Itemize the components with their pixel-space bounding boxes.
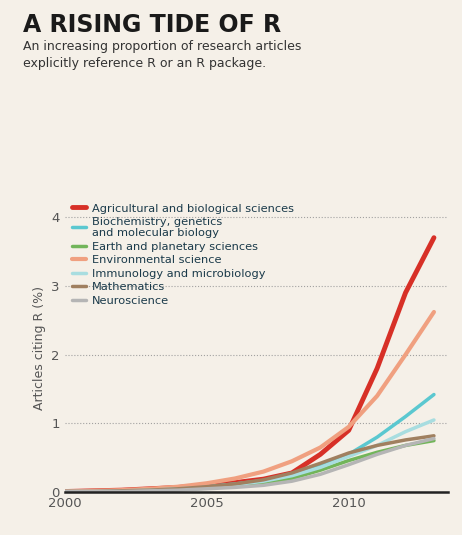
Text: An increasing proportion of research articles
explicitly reference R or an R pac: An increasing proportion of research art…	[23, 40, 302, 70]
Y-axis label: Articles citing R (%): Articles citing R (%)	[33, 286, 46, 410]
Legend: Agricultural and biological sciences, Biochemistry, genetics
and molecular biolo: Agricultural and biological sciences, Bi…	[73, 203, 294, 306]
Text: A RISING TIDE OF R: A RISING TIDE OF R	[23, 13, 281, 37]
